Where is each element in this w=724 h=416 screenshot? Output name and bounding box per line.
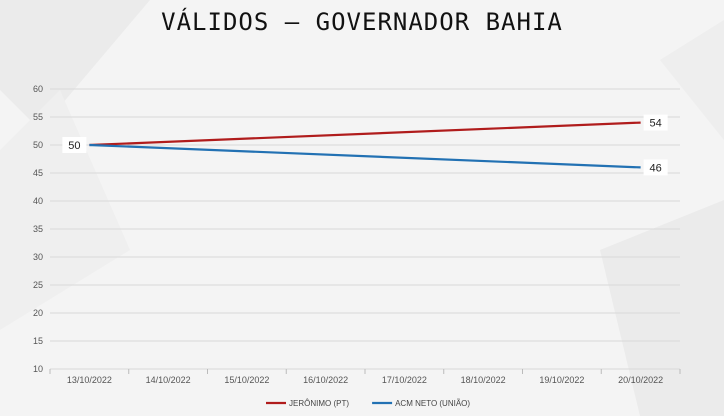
- y-tick-label: 35: [33, 224, 43, 234]
- y-tick-label: 30: [33, 252, 43, 262]
- data-labels: 54 46 50: [62, 114, 668, 176]
- y-tick-label: 40: [33, 196, 43, 206]
- x-tick-label: 18/10/2022: [461, 375, 506, 385]
- x-tick-label: 16/10/2022: [303, 375, 348, 385]
- y-tick-label: 50: [33, 140, 43, 150]
- legend-label-1: JERÔNIMO (PT): [289, 399, 349, 408]
- x-tick-label: 17/10/2022: [382, 375, 427, 385]
- data-label-start-bg: [62, 137, 87, 153]
- x-tick-label: 14/10/2022: [146, 375, 191, 385]
- y-tick-label: 15: [33, 336, 43, 346]
- data-label-start: 50: [68, 140, 80, 152]
- y-axis-ticks: 10 15 20 25 30 35 40 45 50 55 60: [33, 84, 43, 374]
- y-tick-label: 60: [33, 84, 43, 94]
- x-tick-label: 15/10/2022: [224, 375, 269, 385]
- series-line-1: [89, 121, 641, 147]
- y-tick-label: 55: [33, 112, 43, 122]
- x-tick-label: 19/10/2022: [539, 375, 584, 385]
- series-lines: [89, 121, 641, 169]
- y-tick-label: 20: [33, 308, 43, 318]
- legend-label-2: ACM NETO (UNIÃO): [395, 399, 470, 408]
- data-label-series-1: 54: [650, 118, 662, 130]
- chart-title: VÁLIDOS – GOVERNADOR BAHIA: [161, 8, 563, 36]
- x-tick-label: 20/10/2022: [618, 375, 663, 385]
- data-label-series-1-bg: [643, 114, 668, 131]
- y-tick-label: 10: [33, 364, 43, 374]
- legend: JERÔNIMO (PT) ACM NETO (UNIÃO): [266, 399, 470, 408]
- data-label-series-2-bg: [643, 159, 668, 176]
- y-tick-label: 45: [33, 168, 43, 178]
- y-tick-label: 25: [33, 280, 43, 290]
- x-tick-label: 13/10/2022: [67, 375, 112, 385]
- series-line-2: [89, 143, 641, 169]
- gridlines: [50, 88, 680, 370]
- data-label-series-2: 46: [650, 162, 662, 174]
- x-axis-ticks: 13/10/2022 14/10/2022 15/10/2022 16/10/2022…: [49, 369, 681, 385]
